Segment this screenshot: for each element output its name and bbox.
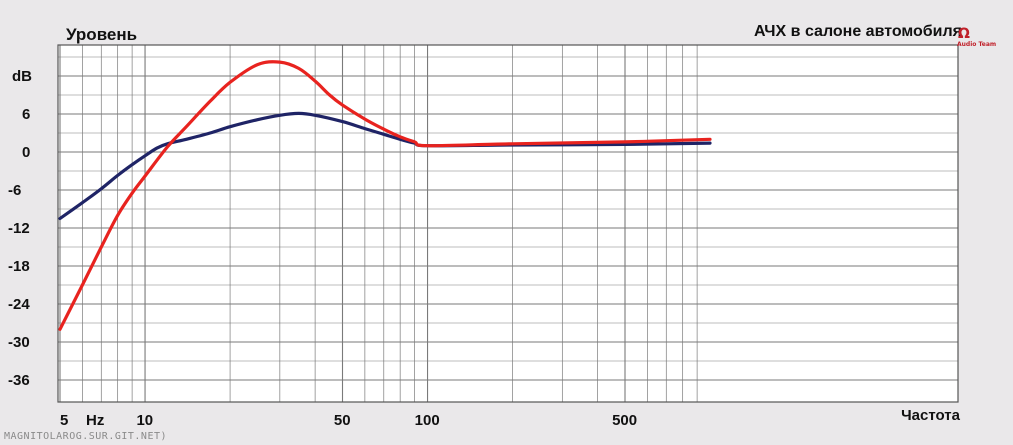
x-tick-label: 10 <box>136 412 153 429</box>
series-line-2 <box>58 60 712 331</box>
y-tick-label: -24 <box>8 296 30 313</box>
y-tick-label: -30 <box>8 334 30 351</box>
y-tick-label: -6 <box>8 182 21 199</box>
x-tick-label: 500 <box>612 412 637 429</box>
plot-border <box>57 44 959 403</box>
y-axis-unit: dB <box>12 68 32 85</box>
x-tick-label: 100 <box>415 412 440 429</box>
y-axis-label: Уровень <box>66 25 137 44</box>
plot-area <box>58 45 958 402</box>
grid <box>57 44 959 403</box>
y-tick-label: 0 <box>22 144 30 161</box>
y-tick-label: -18 <box>8 258 30 275</box>
x-tick-labels: 5 10 50 100 500 <box>60 412 637 429</box>
x-tick-label: 50 <box>334 412 351 429</box>
y-tick-labels: 6 0 -6 -12 -18 -24 -30 -36 <box>8 106 30 389</box>
watermark-logo: Ω <box>958 26 970 42</box>
watermark-text: Audio Team <box>957 41 996 48</box>
x-axis-label: Частота <box>901 407 961 424</box>
series-group <box>58 60 712 331</box>
x-axis-unit: Hz <box>86 412 104 429</box>
y-tick-label: -36 <box>8 372 30 389</box>
footer-caption: MAGNITOLAROG.SUR.GIT.NET) <box>4 431 168 442</box>
y-tick-label: -12 <box>8 220 30 237</box>
y-tick-label: 6 <box>22 106 30 123</box>
chart-title: АЧХ в салоне автомобиля <box>754 23 962 40</box>
x-tick-label: 5 <box>60 412 68 429</box>
